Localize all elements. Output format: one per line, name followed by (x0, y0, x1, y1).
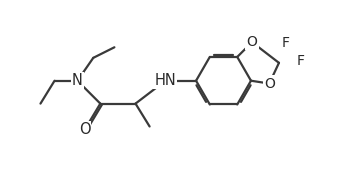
Text: O: O (78, 122, 90, 137)
Text: HN: HN (155, 73, 176, 88)
Text: F: F (281, 36, 289, 51)
Text: F: F (297, 54, 305, 68)
Text: N: N (72, 73, 83, 88)
Text: O: O (247, 35, 257, 49)
Text: O: O (264, 77, 275, 90)
